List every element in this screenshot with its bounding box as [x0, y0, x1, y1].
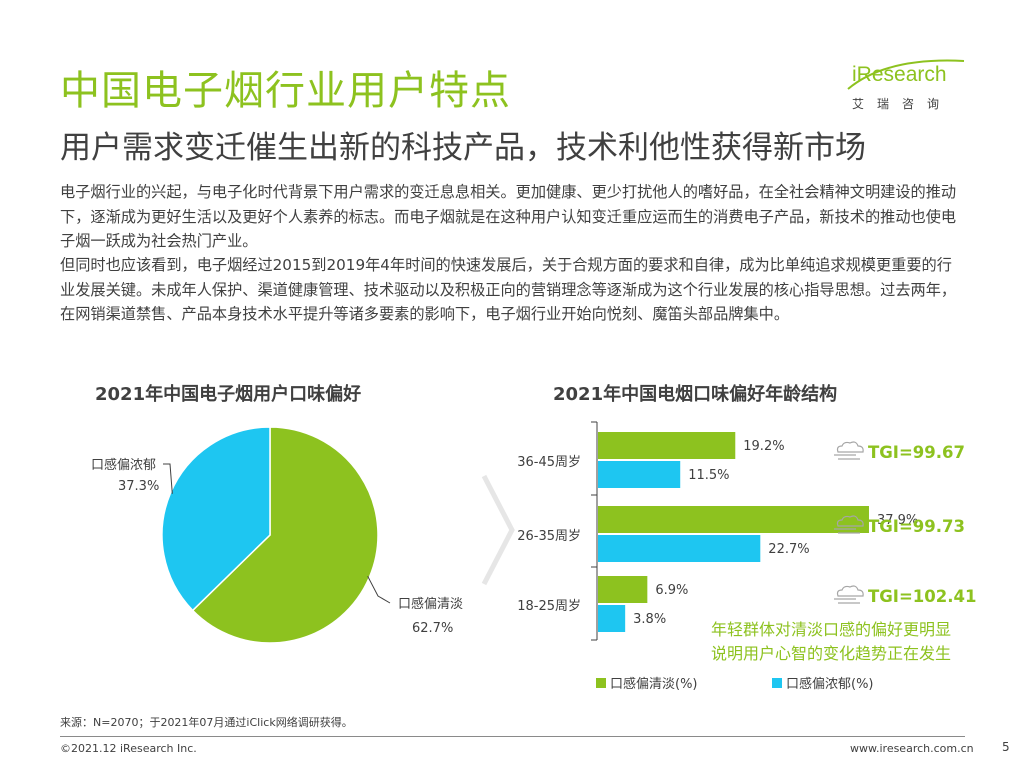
cloud-icon	[834, 441, 864, 460]
body-paragraph-2: 但同时也应该看到，电子烟经过2015到2019年4年时间的快速发展后，关于合规方…	[60, 256, 957, 323]
legend-swatch	[596, 678, 606, 688]
tgi-annotation: TGI=99.73	[868, 517, 965, 536]
logo-swoosh-icon	[847, 59, 965, 90]
pie-slice-value: 62.7%	[412, 621, 453, 636]
website-link[interactable]: www.iresearch.com.cn	[850, 742, 974, 755]
pie-leader-line	[163, 463, 173, 494]
bar	[598, 432, 736, 459]
page-title: 中国电子烟行业用户特点	[60, 68, 511, 114]
bar-value-label: 22.7%	[768, 542, 809, 557]
bar	[598, 461, 681, 488]
category-label: 26-35周岁	[517, 529, 581, 544]
pie-slice-label: 口感偏浓郁	[91, 457, 156, 473]
chevron-right-icon	[481, 474, 515, 586]
category-label: 18-25周岁	[517, 599, 581, 614]
pie-slice	[191, 426, 379, 644]
bar-value-label: 19.2%	[743, 439, 784, 454]
pie-slice-label: 口感偏清淡	[398, 596, 463, 612]
source-note: 来源：N=2070；于2021年07月通过iClick网络调研获得。	[60, 716, 353, 729]
chart-note: 年轻群体对清淡口感的偏好更明显 说明用户心智的变化趋势正在发生	[711, 618, 976, 666]
cloud-icon	[834, 585, 864, 604]
iresearch-logo: iResearch 艾瑞咨询	[842, 55, 967, 115]
cloud-icon	[834, 515, 864, 534]
tgi-annotation: TGI=102.41	[868, 587, 976, 606]
tgi-annotation: TGI=99.67	[868, 443, 965, 462]
bar-value-label: 6.9%	[655, 583, 688, 598]
legend-label: 口感偏浓郁(%)	[786, 676, 874, 692]
logo-wordmark: iResearch	[852, 63, 947, 86]
bar	[598, 605, 626, 632]
bar	[598, 506, 869, 533]
legend-swatch	[772, 678, 782, 688]
copyright: ©2021.12 iResearch Inc.	[60, 742, 197, 755]
pie-slice	[161, 426, 271, 612]
bar-value-label: 11.5%	[688, 468, 729, 483]
bar	[598, 535, 761, 562]
body-paragraph-1: 电子烟行业的兴起，与电子化时代背景下用户需求的变迁息息相关。更加健康、更少打扰他…	[60, 183, 957, 250]
pie-chart-title: 2021年中国电子烟用户口味偏好	[95, 384, 362, 405]
bar-value-label: 37.9%	[877, 513, 918, 528]
legend-label: 口感偏清淡(%)	[610, 676, 698, 692]
footer-divider	[60, 736, 965, 737]
category-label: 36-45周岁	[517, 455, 581, 470]
bar	[598, 576, 648, 603]
pie-slice-value: 37.3%	[118, 479, 159, 494]
pie-leader-line	[367, 575, 391, 604]
bar-chart-title: 2021年中国电烟口味偏好年龄结构	[553, 384, 838, 405]
page-subtitle: 用户需求变迁催生出新的科技产品，技术利他性获得新市场	[60, 130, 866, 166]
logo-chinese: 艾瑞咨询	[852, 97, 953, 111]
page-number: 5	[1002, 740, 1010, 754]
pie-chart: 口感偏清淡 62.7% 口感偏浓郁 37.3%	[91, 426, 463, 644]
bar-value-label: 3.8%	[633, 612, 666, 627]
note-line-1: 年轻群体对清淡口感的偏好更明显	[711, 620, 952, 639]
bar-chart: 36-45周岁 19.2% 11.5% TGI=99.67 26-35周岁 37.9% 22…	[517, 421, 976, 692]
note-line-2: 说明用户心智的变化趋势正在发生	[711, 644, 952, 663]
